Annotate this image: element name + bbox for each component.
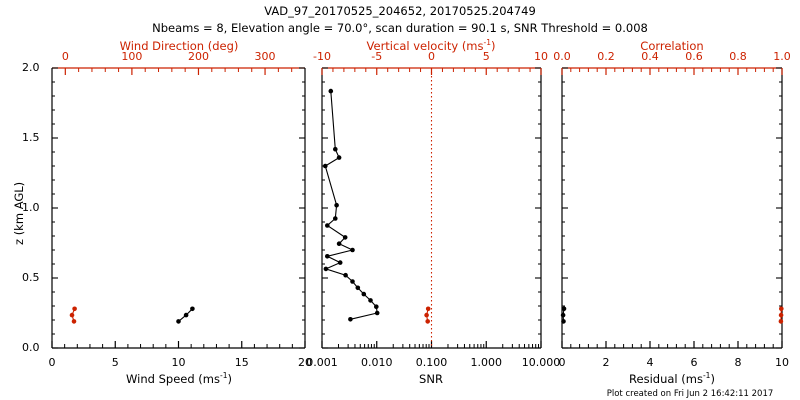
data-point-wind-speed [176, 319, 181, 324]
data-point-residual [561, 306, 567, 312]
figure-subtitle: Nbeams = 8, Elevation angle = 70.0°, sca… [152, 21, 648, 35]
axis-tick-label: 200 [187, 50, 209, 63]
data-point-correlation [778, 319, 784, 324]
data-point-wind-direction [72, 306, 77, 312]
axis-tick-label: 0.100 [415, 356, 448, 369]
data-point-wind-direction [71, 319, 77, 324]
superscript: -1 [483, 38, 491, 48]
axis-tick-label: 0.2 [597, 50, 615, 63]
axis-tick-label: 2 [602, 356, 610, 369]
axis-tick-label: -5 [371, 50, 383, 63]
data-point-snr [336, 241, 342, 246]
data-point-snr [348, 317, 353, 322]
y-axis-tick-label: 2.0 [22, 61, 40, 74]
axis-tick-label: -10 [313, 50, 331, 63]
axis-tick-label: 10 [534, 50, 548, 63]
axis-tick-label: 10 [775, 356, 789, 369]
axis-tick-label: 0.4 [641, 50, 659, 63]
data-point-snr [350, 247, 355, 253]
axis-tick-label: 1.0 [773, 50, 791, 63]
plot-timestamp: Plot created on Fri Jun 2 16:42:11 2017 [606, 389, 774, 399]
data-point-wind-direction [69, 312, 75, 318]
data-point-wind-speed [183, 312, 189, 318]
data-point-snr [333, 146, 338, 152]
data-point-correlation [779, 306, 784, 312]
y-axis-tick-label: 1.5 [22, 131, 40, 144]
superscript: -1 [702, 371, 711, 381]
axis-tick-label: 0 [558, 356, 566, 369]
axis-tick-label: 0.010 [361, 356, 393, 369]
axis-tick-label: 20 [298, 356, 312, 369]
axis-tick-label: 0 [428, 50, 435, 63]
series-line-snr [324, 91, 378, 320]
axis-tick-label: 8 [734, 356, 742, 369]
page-title: VAD_97_20170525_204652, 20170525.204749 [264, 4, 536, 18]
data-point-wind-speed [190, 306, 195, 312]
data-point-vertical-velocity [424, 312, 429, 318]
data-point-snr [355, 285, 361, 291]
axis-tick-label: 6 [690, 356, 698, 369]
axis-tick-label: 1.000 [470, 356, 503, 369]
data-point-snr [325, 253, 330, 259]
y-axis-tick-label: 1.0 [22, 201, 40, 214]
panel1-top-axis-label: Wind Direction (deg) [119, 39, 239, 53]
axis-tick-label: 100 [121, 50, 143, 63]
data-point-residual [560, 312, 566, 318]
axis-tick-label: 0.8 [729, 50, 747, 63]
axis-tick-label: 10.000 [521, 356, 561, 369]
data-point-snr [336, 155, 342, 160]
data-point-residual [561, 319, 566, 324]
data-point-snr [323, 163, 328, 169]
axis-tick-label: 0 [48, 356, 56, 369]
panel3-bottom-axis-label: Residual (ms-1) [629, 371, 715, 386]
panel1-bottom-axis-label: Wind Speed (ms-1) [126, 371, 232, 386]
data-point-snr [374, 304, 379, 310]
data-point-snr [337, 260, 343, 265]
axis-tick-label: 5 [482, 50, 490, 63]
axis-tick-label: 15 [234, 356, 249, 369]
axis-tick-label: 5 [111, 356, 119, 369]
data-point-snr [342, 235, 348, 240]
axis-tick-label: 4 [646, 356, 654, 369]
axis-tick-label: 0.6 [685, 50, 703, 63]
data-point-snr [368, 298, 373, 303]
axis-tick-label: 10 [171, 356, 186, 369]
data-point-vertical-velocity [425, 306, 431, 312]
data-point-snr [328, 88, 334, 94]
data-point-snr [374, 310, 380, 316]
y-axis-tick-label: 0.5 [22, 271, 40, 284]
data-point-correlation [778, 312, 784, 318]
superscript: -1 [219, 371, 228, 381]
panel2-bottom-axis-label: SNR [419, 372, 443, 386]
data-point-snr [333, 216, 338, 221]
data-point-snr [323, 266, 329, 272]
data-point-snr [325, 223, 330, 228]
axis-tick-label: 0 [61, 50, 69, 63]
panel3-top-axis-label: Correlation [640, 39, 704, 53]
panel2-top-axis-label: Vertical velocity (ms-1) [366, 38, 496, 53]
axis-tick-label: 0.001 [306, 356, 338, 369]
axis-tick-label: 300 [254, 50, 276, 63]
data-point-snr [343, 272, 348, 278]
data-point-snr [350, 279, 355, 284]
axis-tick-label: 0.0 [553, 50, 571, 63]
data-point-vertical-velocity [425, 319, 431, 324]
y-axis-tick-label: 0.0 [22, 341, 40, 354]
data-point-snr [361, 291, 367, 297]
data-point-snr [334, 202, 339, 208]
